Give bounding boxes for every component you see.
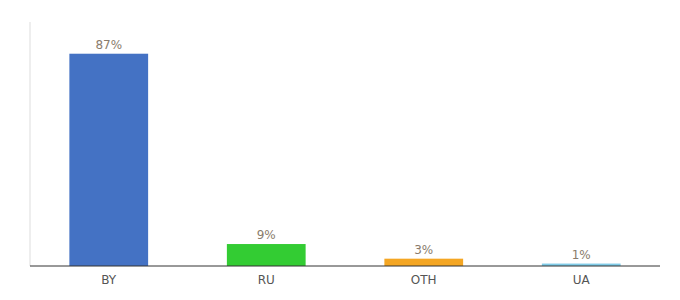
bar: [384, 259, 463, 266]
bar: [227, 244, 306, 266]
data-label: 3%: [414, 243, 433, 257]
x-ticks: BY RU OTH UA: [101, 273, 590, 287]
chart-container: 87% 9% 3% 1% BY RU OTH UA: [0, 0, 680, 300]
bars: [69, 54, 620, 266]
x-axis-line: [30, 266, 660, 267]
x-tick-label: UA: [573, 273, 591, 287]
data-label: 9%: [257, 228, 276, 242]
x-tick-label: BY: [101, 273, 117, 287]
data-label: 87%: [95, 38, 122, 52]
y-axis-line: [30, 22, 31, 266]
x-tick-label: OTH: [411, 273, 437, 287]
data-labels: 87% 9% 3% 1%: [95, 38, 590, 262]
data-label: 1%: [572, 248, 591, 262]
chart-svg: 87% 9% 3% 1% BY RU OTH UA: [0, 0, 680, 300]
x-tick-label: RU: [258, 273, 275, 287]
bar: [69, 54, 148, 266]
